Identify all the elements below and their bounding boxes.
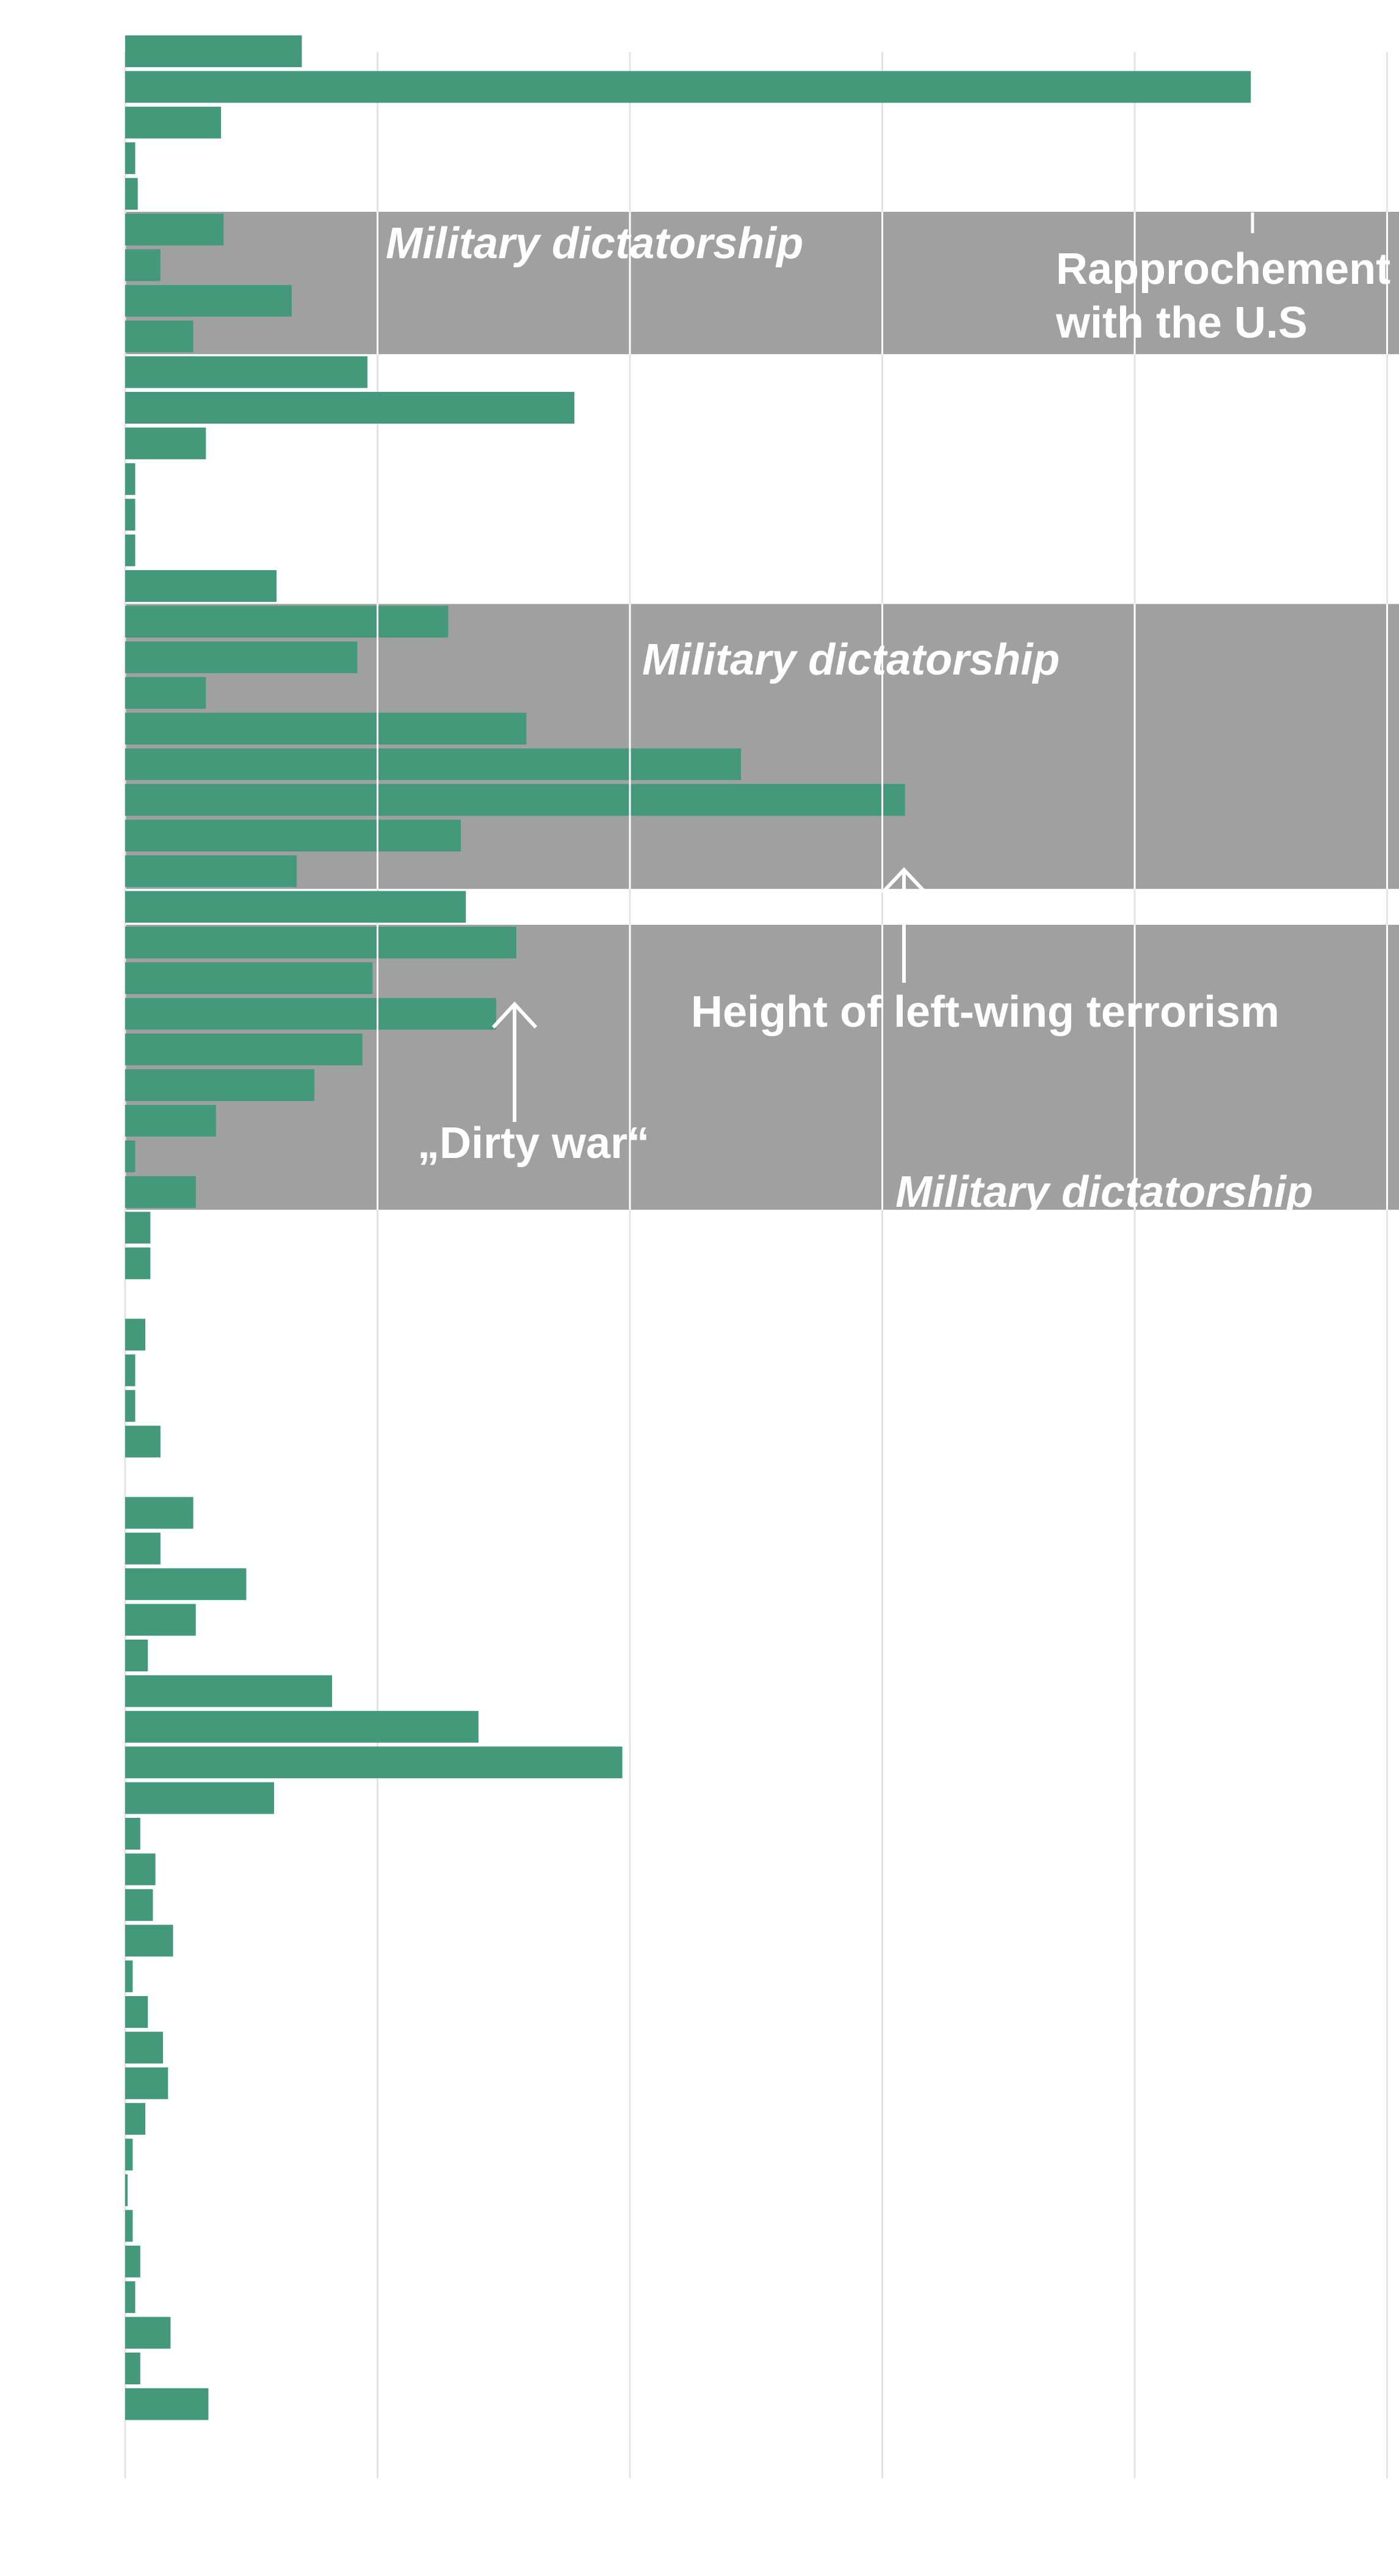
bar-45: [125, 1640, 148, 1671]
left-wing-arrow-head: [881, 867, 927, 894]
bar-66: [125, 2388, 209, 2420]
dirty-war-arrow-head: [491, 1001, 538, 1029]
bar-23: [125, 855, 297, 888]
bar-11: [125, 427, 206, 460]
band-1: [125, 212, 1399, 355]
bars: [125, 35, 1251, 2420]
bar-51: [125, 1853, 156, 1886]
bar-49: [125, 1782, 274, 1814]
bar-9: [125, 356, 367, 388]
bar-7: [125, 284, 292, 317]
bar-44: [125, 1604, 196, 1636]
rapprochement-label-line1: Rapprochement: [1056, 245, 1390, 294]
bar-60: [125, 2174, 128, 2206]
bar-50: [125, 1818, 140, 1850]
bar-61: [125, 2210, 133, 2242]
bar-27: [125, 997, 496, 1030]
bar-34: [125, 1247, 151, 1279]
bar-55: [125, 1996, 148, 2028]
bar-43: [125, 1568, 247, 1601]
bar-17: [125, 641, 358, 673]
bar-24: [125, 891, 466, 923]
bar-13: [125, 499, 136, 531]
bar-14: [125, 534, 136, 566]
rapprochement-label-line2: with the U.S: [1055, 298, 1307, 347]
bar-8: [125, 320, 193, 353]
bar-29: [125, 1069, 315, 1101]
bar-39: [125, 1425, 161, 1458]
bar-38: [125, 1390, 136, 1422]
bar-28: [125, 1033, 363, 1066]
bar-19: [125, 712, 527, 745]
left-wing-terrorism-label: Height of left-wing terrorism: [691, 988, 1279, 1037]
bar-2: [125, 106, 222, 139]
bar-16: [125, 606, 449, 638]
bar-10: [125, 392, 575, 424]
bar-15: [125, 570, 277, 602]
bar-5: [125, 214, 224, 245]
bar-21: [125, 784, 905, 816]
bar-36: [125, 1319, 146, 1351]
bar-4: [125, 178, 138, 210]
bar-26: [125, 962, 373, 994]
bar-59: [125, 2138, 133, 2171]
bar-65: [125, 2353, 140, 2384]
bar-56: [125, 2031, 164, 2064]
bar-30: [125, 1105, 216, 1137]
bar-31: [125, 1140, 136, 1173]
bar-53: [125, 1925, 173, 1957]
bar-37: [125, 1354, 136, 1386]
bar-32: [125, 1176, 196, 1208]
bar-20: [125, 748, 741, 780]
bar-18: [125, 677, 206, 709]
bar-0: [125, 35, 302, 67]
bar-52: [125, 1889, 153, 1921]
bar-64: [125, 2317, 171, 2349]
band-label-2: Military dictatorship: [642, 635, 1060, 684]
bar-41: [125, 1497, 193, 1529]
bar-33: [125, 1212, 151, 1244]
bar-1: [125, 71, 1251, 103]
bar-3: [125, 142, 136, 175]
bar-54: [125, 1960, 133, 1992]
band-label-3: Military dictatorship: [895, 1168, 1313, 1217]
bar-57: [125, 2067, 168, 2099]
dirty-war-label: „Dirty war“: [418, 1119, 649, 1168]
bar-22: [125, 819, 461, 852]
bar-62: [125, 2245, 140, 2278]
band-labels: Military dictatorship Military dictators…: [386, 219, 1313, 1217]
bar-25: [125, 927, 516, 958]
bar-58: [125, 2103, 146, 2135]
bar-48: [125, 1746, 623, 1779]
bar-47: [125, 1710, 479, 1743]
bar-46: [125, 1675, 333, 1707]
annotations: Rapprochement with the U.S Height of lef…: [418, 212, 1390, 1168]
gridlines-overlay: [377, 212, 1388, 1210]
bar-42: [125, 1532, 161, 1565]
bar-63: [125, 2281, 136, 2314]
bar-12: [125, 463, 136, 495]
band-label-1: Military dictatorship: [386, 219, 803, 268]
bar-6: [125, 249, 161, 281]
